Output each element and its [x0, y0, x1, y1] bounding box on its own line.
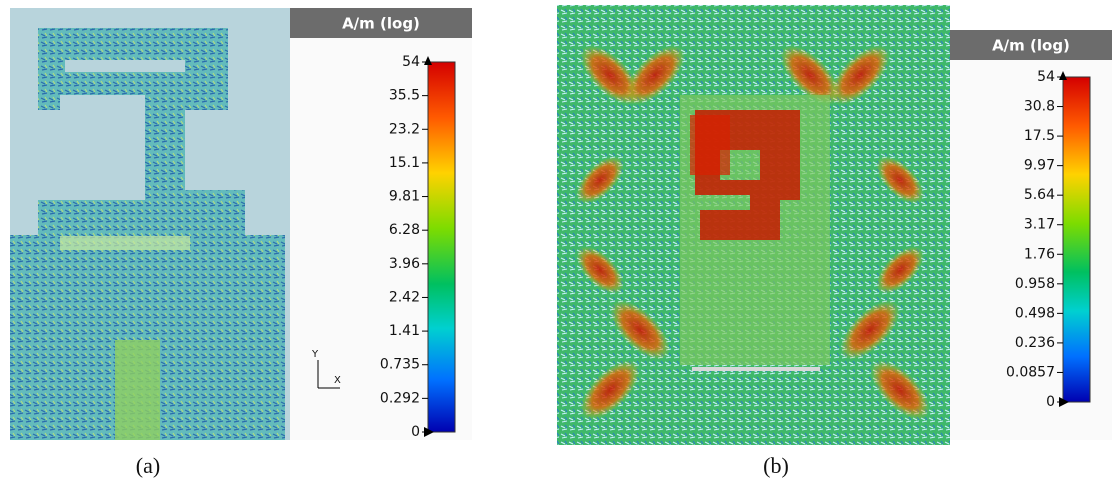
tick-label: 1.76 [1024, 246, 1055, 262]
tick-label: 54 [1037, 69, 1055, 85]
colorbar [428, 62, 455, 432]
tick-label: 9.97 [1024, 158, 1055, 174]
tick-label: 2.42 [389, 289, 420, 305]
tick-label: 3.17 [1024, 217, 1055, 233]
tick-label: 9.81 [389, 189, 420, 205]
tick-label: 23.2 [389, 121, 420, 137]
tick-label: 3.96 [389, 256, 420, 272]
tick-label: 1.41 [389, 323, 420, 339]
axis-label: Y [311, 349, 319, 360]
legend-unit: A/m (log) [342, 15, 420, 33]
figure: A/m (log) 54 35.5 23.2 15.1 9.81 6.28 3.96 2.42… [0, 0, 1112, 486]
tick-label: 54 [402, 54, 420, 70]
tick-label: 15.1 [389, 155, 420, 171]
tick-label: 0.292 [380, 390, 420, 406]
caption: (a) [136, 453, 160, 478]
tick-label: 0.958 [1015, 276, 1055, 292]
axis-label: X [334, 375, 341, 386]
tick-label: 5.64 [1024, 187, 1055, 203]
legend-unit: A/m (log) [992, 37, 1070, 55]
field-image-b [557, 5, 950, 445]
tick-label: 0.236 [1015, 335, 1055, 351]
caption: (b) [763, 453, 789, 478]
tick-label: 0.735 [380, 357, 420, 373]
tick-label: 0.0857 [1006, 364, 1055, 380]
colorbar [1063, 77, 1090, 402]
tick-label: 0 [411, 424, 420, 440]
tick-label: 17.5 [1024, 128, 1055, 144]
tick-label: 6.28 [389, 222, 420, 238]
tick-label: 0 [1046, 394, 1055, 410]
tick-label: 30.8 [1024, 99, 1055, 115]
field-image-a [10, 8, 290, 440]
tick-label: 0.498 [1015, 305, 1055, 321]
tick-label: 35.5 [389, 88, 420, 104]
